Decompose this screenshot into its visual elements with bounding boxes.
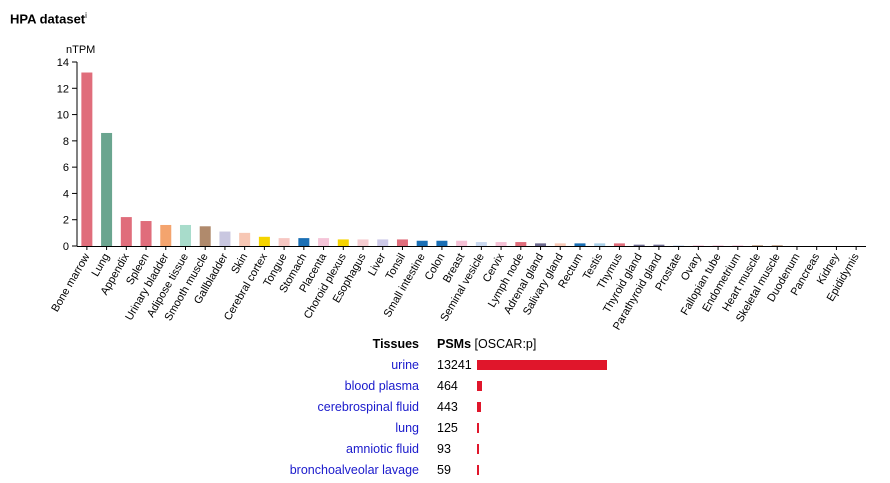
title-text: HPA dataset [10,11,86,27]
tissue-link[interactable]: blood plasma [344,379,419,393]
psm-count: 464 [437,379,458,393]
bar-esophagus[interactable] [357,239,369,246]
y-tick-label: 10 [57,110,69,122]
bar-cervix[interactable] [495,242,507,246]
tissue-link[interactable]: cerebrospinal fluid [317,400,419,414]
bar-lymph-node[interactable] [515,242,527,246]
chart-title: HPA dataseti [10,11,87,26]
psm-row: urine 13241 [0,355,890,375]
y-tick-label: 14 [57,57,69,69]
y-tick-label: 0 [63,241,69,253]
bar-parathyroid-gland[interactable] [653,244,665,246]
psm-row: cerebrospinal fluid 443 [0,397,890,417]
psms-header-label: PSMs [437,337,472,351]
bar-tonsil[interactable] [396,239,408,246]
psm-count: 125 [437,421,458,435]
psm-bar [477,465,479,475]
psm-bar [477,402,482,412]
bar-spleen[interactable] [140,221,152,246]
psm-count: 93 [437,442,451,456]
psm-bar [477,360,607,370]
bar-thymus[interactable] [613,243,625,246]
bar-fallopian-tube[interactable] [712,245,724,246]
bar-skin[interactable] [239,232,251,246]
tissue-link[interactable]: urine [391,358,419,372]
psm-row: lung 125 [0,418,890,438]
bar-cerebral-cortex[interactable] [258,236,270,246]
y-tick-label: 6 [63,162,69,174]
tissue-link[interactable]: lung [395,421,419,435]
tissue-link[interactable]: bronchoalveolar lavage [289,463,419,477]
psm-bar [477,423,479,433]
y-tick-label: 8 [63,136,69,148]
psm-bar [477,381,482,391]
bar-smooth-muscle[interactable] [199,226,211,246]
psm-count: 13241 [437,358,472,372]
psm-count: 443 [437,400,458,414]
info-icon[interactable]: i [85,11,87,20]
psm-bar [477,444,479,454]
bar-rectum[interactable] [574,243,586,246]
psm-row: blood plasma 464 [0,376,890,396]
bar-placenta[interactable] [318,238,330,246]
y-axis-label: nTPM [66,44,95,56]
bar-salivary-gland[interactable] [554,243,566,246]
bar-breast[interactable] [456,240,468,246]
bar-urinary-bladder[interactable] [160,224,172,246]
bar-adipose-tissue[interactable] [179,224,191,246]
psms-header-source: [OSCAR:p] [474,337,537,351]
bar-adrenal-gland[interactable] [535,243,547,246]
psm-count: 59 [437,463,451,477]
tissues-header: Tissues [372,337,419,351]
bar-small-intestine[interactable] [416,240,428,246]
y-tick-label: 4 [63,188,69,200]
bar-prostate[interactable] [673,245,685,246]
psm-row: amniotic fluid 93 [0,439,890,459]
bar-liver[interactable] [377,239,389,246]
x-tick-label: Bone marrow [49,251,92,314]
bar-appendix[interactable] [120,217,132,246]
y-tick-label: 2 [63,215,69,227]
bar-colon[interactable] [436,240,448,246]
bar-endometrium[interactable] [732,245,744,246]
bar-bone-marrow[interactable] [81,72,93,246]
bar-lung[interactable] [101,132,113,246]
psm-row: bronchoalveolar lavage 59 [0,460,890,480]
bar-seminal-vesicle[interactable] [475,242,487,246]
psms-header: PSMs [OSCAR:p] [437,336,536,352]
bar-choroid-plexus[interactable] [337,239,349,246]
bar-testis[interactable] [594,243,606,246]
tissue-link[interactable]: amniotic fluid [346,442,419,456]
bar-gallbladder[interactable] [219,231,231,246]
bar-stomach[interactable] [298,238,310,246]
bar-heart-muscle[interactable] [752,245,764,246]
bar-ovary[interactable] [692,245,704,246]
bar-skeletal-muscle[interactable] [771,245,783,246]
bar-thyroid-gland[interactable] [633,244,645,246]
y-tick-label: 12 [57,83,69,95]
bar-tongue[interactable] [278,238,290,246]
